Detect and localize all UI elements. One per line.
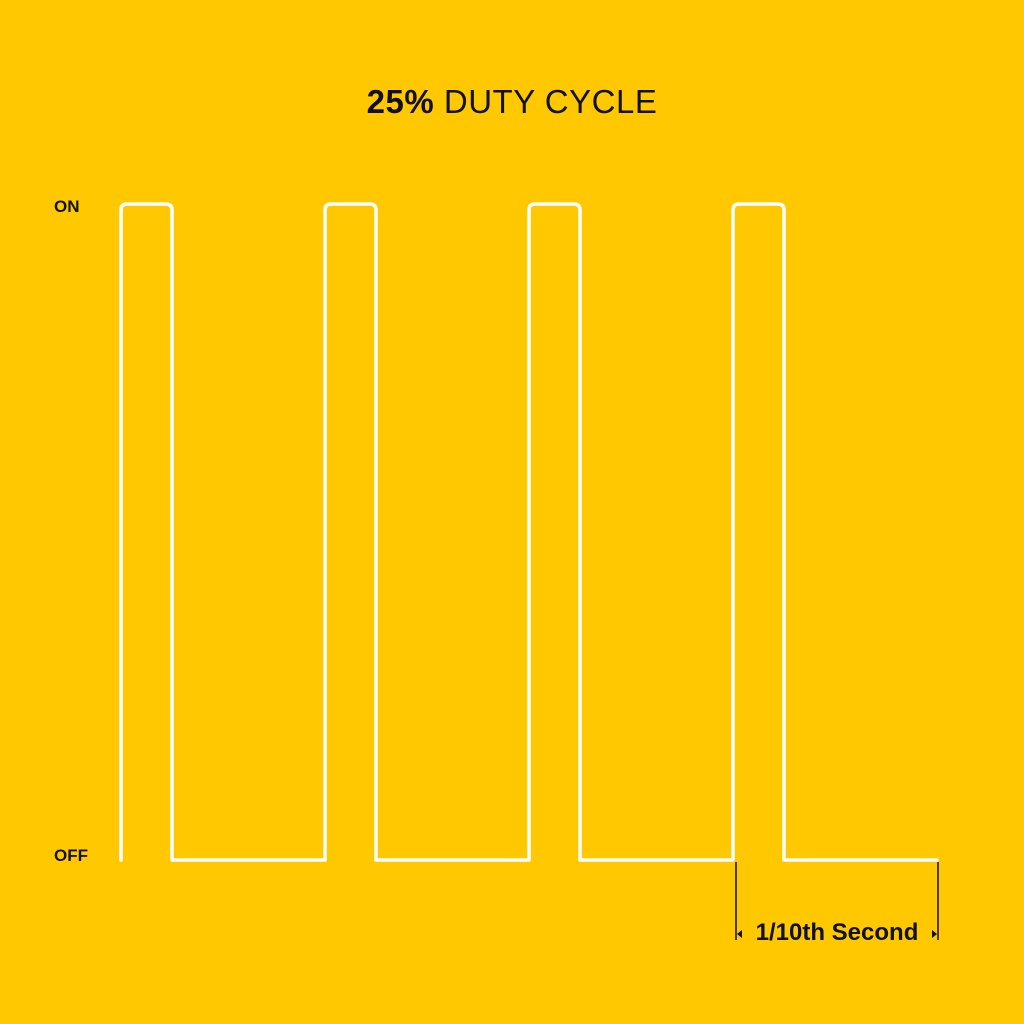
- period-arrow-left-icon: [737, 930, 742, 938]
- on-level-label: ON: [54, 197, 80, 216]
- pwm-square-wave: [119, 202, 939, 862]
- off-level-label: OFF: [54, 846, 88, 865]
- period-duration-label: 1/10th Second: [755, 919, 919, 946]
- title-text: DUTY CYCLE: [443, 83, 658, 120]
- diagram-title: 25% DUTY CYCLE: [0, 82, 1024, 122]
- period-indicator: [735, 862, 939, 940]
- title-duty-percentage: 25%: [366, 83, 435, 120]
- period-arrow-right-icon: [932, 930, 937, 938]
